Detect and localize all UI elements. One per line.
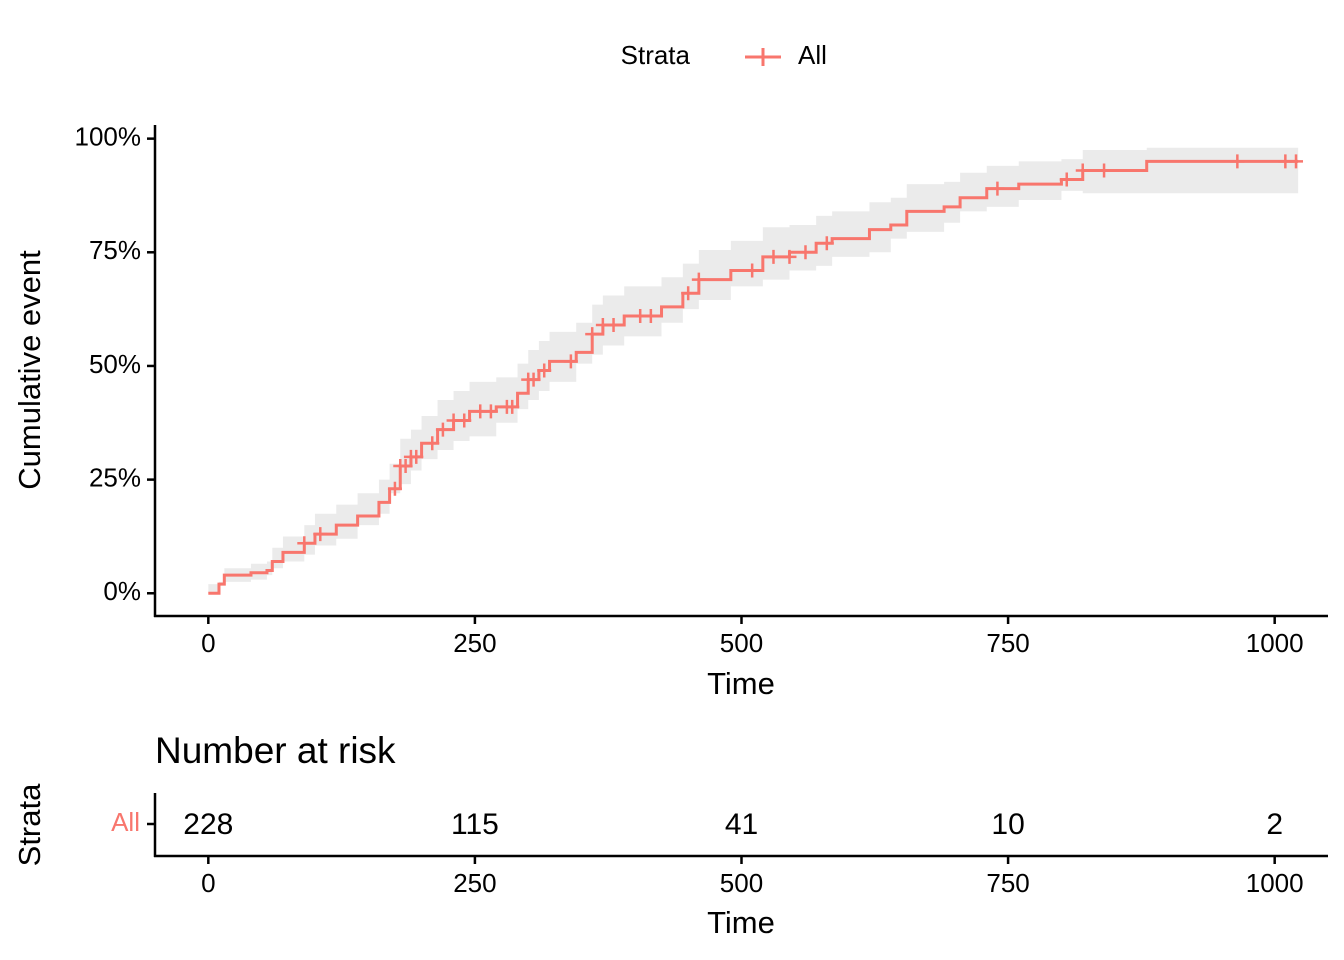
y-tick-label: 75% bbox=[89, 235, 141, 265]
censor-mark bbox=[425, 436, 440, 451]
x-tick-label: 0 bbox=[201, 628, 215, 658]
step-line bbox=[208, 159, 1299, 595]
legend-label: All bbox=[798, 40, 827, 70]
censor-mark bbox=[643, 308, 658, 323]
x-tick-label: 250 bbox=[453, 628, 496, 658]
censor-mark bbox=[990, 181, 1005, 196]
x-tick-label: 1000 bbox=[1246, 868, 1304, 898]
censor-mark bbox=[457, 413, 472, 428]
x-tick-label: 0 bbox=[201, 868, 215, 898]
y-axis-label: Cumulative event bbox=[12, 250, 47, 490]
censor-mark bbox=[409, 449, 424, 464]
risk-count: 10 bbox=[991, 808, 1024, 841]
x-axis-label: Time bbox=[707, 905, 775, 940]
censor-mark bbox=[585, 327, 600, 342]
x-tick-label: 750 bbox=[986, 628, 1029, 658]
risk-table-title: Number at risk bbox=[155, 730, 396, 771]
censor-mark bbox=[782, 249, 797, 264]
x-tick-label: 750 bbox=[986, 868, 1029, 898]
y-tick-label: 0% bbox=[103, 576, 141, 606]
censor-mark bbox=[387, 481, 402, 496]
risk-count: 115 bbox=[451, 808, 499, 841]
censor-mark bbox=[606, 318, 621, 333]
censor-mark bbox=[483, 404, 498, 419]
confidence-band bbox=[208, 147, 1299, 594]
censor-mark bbox=[313, 527, 328, 542]
censor-mark bbox=[681, 286, 696, 301]
censor-mark bbox=[1075, 163, 1090, 178]
risk-count: 2 bbox=[1266, 808, 1283, 841]
censor-mark bbox=[563, 354, 578, 369]
legend-title: Strata bbox=[621, 40, 691, 70]
x-axis-label: Time bbox=[707, 666, 775, 701]
censor-mark bbox=[745, 263, 760, 278]
censor-mark bbox=[1230, 154, 1245, 169]
risk-count: 41 bbox=[725, 808, 758, 841]
y-tick-label: 25% bbox=[89, 462, 141, 492]
censor-mark bbox=[297, 536, 312, 551]
strata-label: All bbox=[111, 807, 140, 837]
x-tick-label: 250 bbox=[453, 868, 496, 898]
legend-key bbox=[745, 48, 781, 66]
censor-mark bbox=[819, 236, 834, 251]
censor-mark bbox=[526, 372, 541, 387]
censor-mark bbox=[1097, 163, 1112, 178]
censor-mark bbox=[398, 458, 413, 473]
censor-mark bbox=[691, 272, 706, 287]
x-tick-label: 1000 bbox=[1246, 628, 1304, 658]
y-axis-label: Strata bbox=[12, 783, 47, 866]
risk-count: 228 bbox=[183, 808, 233, 841]
censor-mark bbox=[435, 422, 450, 437]
x-tick-label: 500 bbox=[720, 868, 763, 898]
x-tick-label: 500 bbox=[720, 628, 763, 658]
y-tick-label: 50% bbox=[89, 349, 141, 379]
censor-mark bbox=[1289, 154, 1304, 169]
censor-mark bbox=[766, 249, 781, 264]
censor-mark bbox=[537, 363, 552, 378]
censor-mark bbox=[505, 399, 520, 414]
censor-mark bbox=[798, 245, 813, 260]
censor-mark bbox=[1059, 172, 1074, 187]
y-tick-label: 100% bbox=[75, 122, 142, 152]
